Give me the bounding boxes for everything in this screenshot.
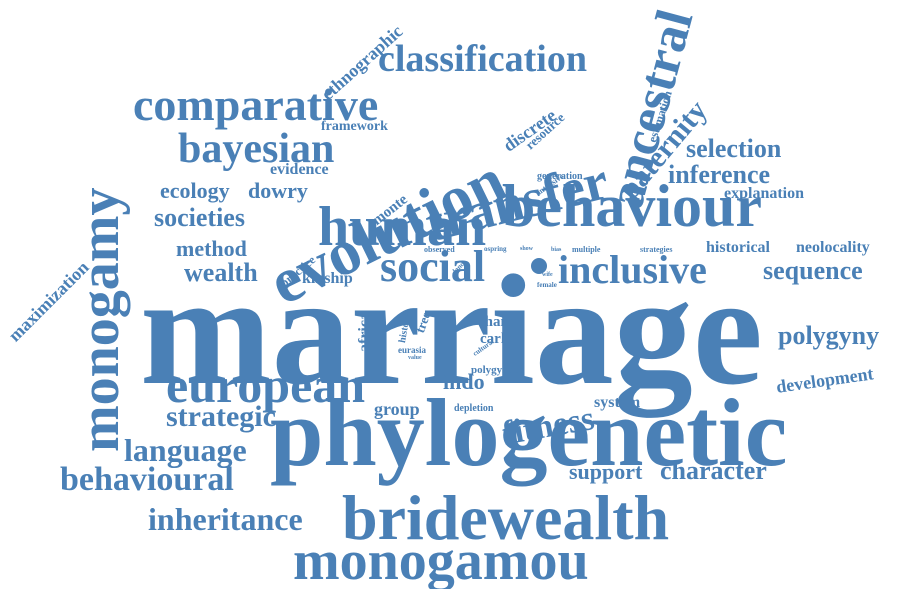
word-behavioural: behavioural [60,461,234,498]
word-development: development [774,363,875,397]
word-bias: bias [551,247,562,253]
word-ecology: ecology [160,178,230,203]
word-behaviour: behaviour [502,173,763,239]
word-social: social [380,242,486,291]
word-depletion: depletion [454,403,494,414]
word-eurasia: eurasia [398,345,426,355]
word-historical: historical [706,239,770,256]
word-strategies: strategies [640,245,673,254]
word-show: show [520,246,534,252]
word-societies: societies [154,203,245,232]
word-multiple: multiple [572,245,601,254]
word-kinship: kinship [302,270,353,287]
word-framework: framework [321,119,388,134]
word-support: support [569,459,643,484]
word-neolocality: neolocality [796,239,870,256]
word-evidence: evidence [270,161,329,178]
word-character: character [660,456,767,485]
word-method: method [176,236,247,261]
word-language: language [124,432,247,468]
word-human: human [318,196,487,258]
word-polygynous: polygynous [471,364,525,376]
word-value: value [408,355,422,361]
word-group: group [374,399,420,419]
word-classification: classification [378,38,587,80]
word-observed: observed [424,245,455,254]
word-wife: wife [542,272,553,278]
word-polygyny: polygyny [778,321,880,350]
word-norm: norm [429,318,446,356]
word-inheritance: inheritance [148,501,303,537]
word-strategic: strategic [166,400,276,433]
word-bayesian: bayesian [178,126,335,172]
word-dowry: dowry [248,178,308,203]
word-system: system [594,394,641,411]
word-bridewealth: bridewealth [342,482,670,553]
word-chain: chain [478,314,514,330]
word-ospring: ospring [484,245,507,253]
word-sequence: sequence [763,256,863,285]
word-monogamy: monogamy [69,187,131,452]
word-africa: africa [356,312,373,352]
word-indo: indo [443,369,485,394]
word-phylogenetic: phylogenetic [270,379,788,486]
word-explanation: explanation [724,185,805,202]
word-marriage: marriage [140,243,763,418]
word-selection: selection [686,134,782,163]
word-comparative: comparative [133,79,379,130]
word-inclusive: inclusive [558,247,707,292]
word-carlo: carlo [480,331,513,347]
word-female: female [537,281,557,289]
word-monogamou: monogamou [293,530,589,589]
dot-social [531,258,547,274]
word-european: european [166,357,366,413]
word-generation: generation [537,171,583,182]
word-wealth: wealth [184,258,258,287]
word-inference: inference [668,160,771,189]
